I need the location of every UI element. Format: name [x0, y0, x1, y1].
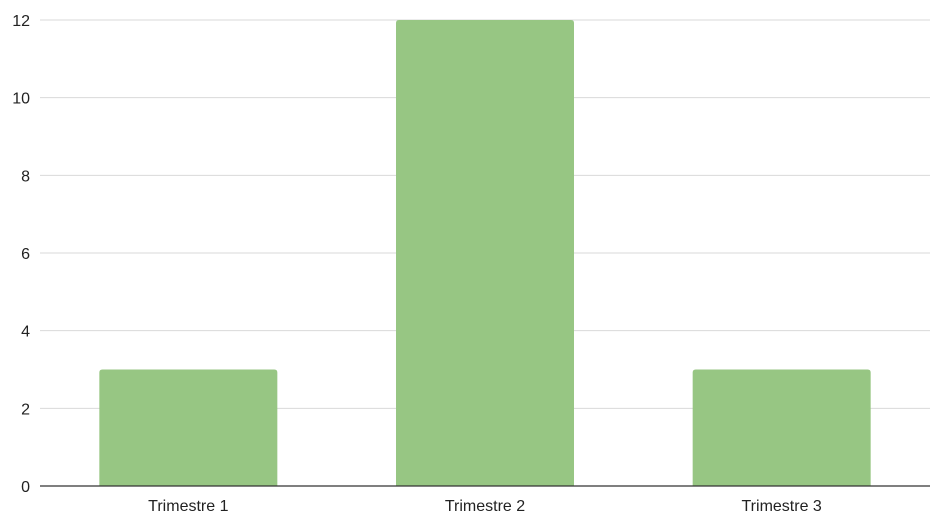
bar-layer	[99, 20, 871, 487]
y-tick-label: 4	[21, 324, 30, 341]
y-tick-label: 8	[21, 168, 30, 185]
y-tick-label: 2	[21, 401, 30, 418]
y-tick-label: 12	[12, 13, 30, 30]
y-tick-label: 0	[21, 479, 30, 496]
axis-layer: 0 2 4 6 8 10 12 Trimestre 1 Trimestre 2 Trimestre…	[12, 13, 930, 515]
bar[interactable]	[396, 20, 574, 486]
bar[interactable]	[692, 369, 871, 487]
x-tick-label: Trimestre 1	[148, 498, 228, 515]
x-tick-label: Trimestre 2	[445, 498, 525, 515]
y-tick-label: 6	[21, 246, 30, 263]
bar[interactable]	[99, 369, 278, 487]
x-tick-label: Trimestre 3	[742, 498, 822, 515]
y-tick-label: 10	[12, 91, 30, 108]
